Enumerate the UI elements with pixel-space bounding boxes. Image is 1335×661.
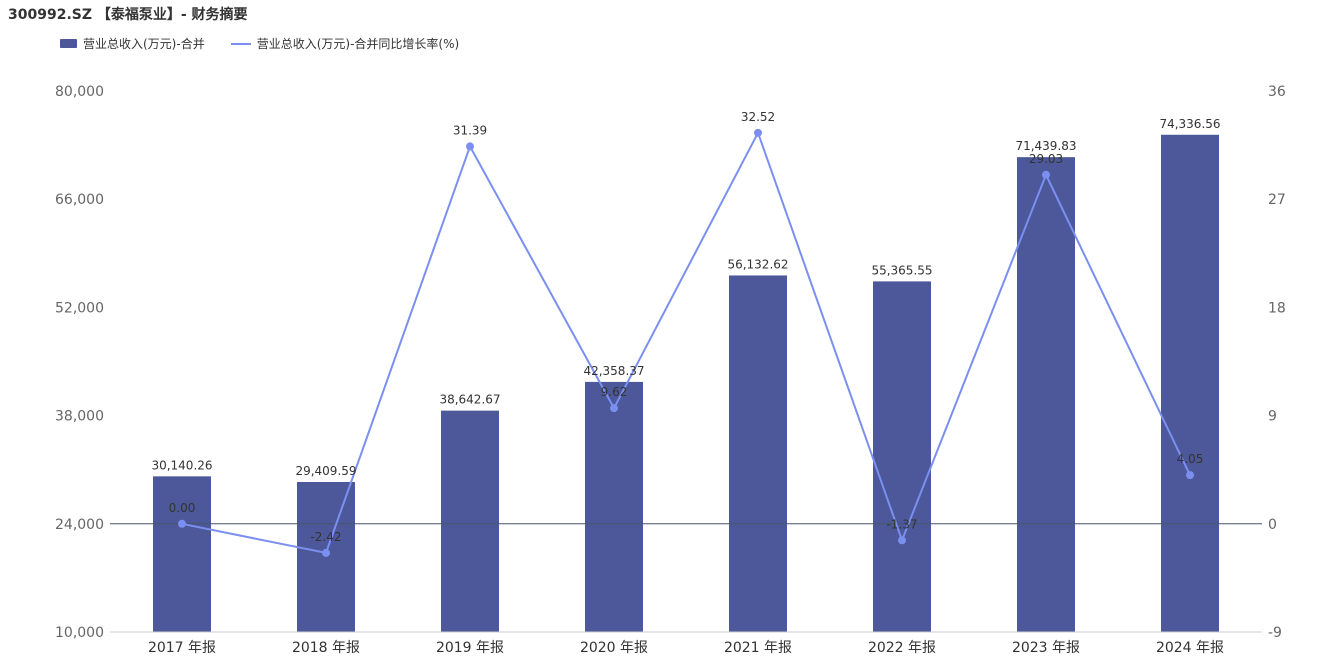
chart-title: 300992.SZ 【泰福泵业】- 财务摘要 — [8, 7, 248, 23]
y-left-tick-label: 10,000 — [55, 625, 104, 641]
x-tick-label: 2018 年报 — [292, 640, 360, 656]
growth-point — [754, 128, 762, 137]
bar — [873, 281, 931, 632]
growth-value-label: 29.03 — [1029, 152, 1063, 166]
x-tick-label: 2017 年报 — [148, 640, 216, 656]
growth-point — [1186, 471, 1194, 480]
y-right-tick-label: 9 — [1268, 409, 1277, 425]
growth-point — [178, 519, 186, 528]
growth-value-label: 0.00 — [169, 501, 196, 515]
growth-value-label: 31.39 — [453, 123, 487, 137]
x-tick-label: 2020 年报 — [580, 640, 648, 656]
bar-value-label: 56,132.62 — [727, 257, 788, 271]
y-left-tick-label: 80,000 — [55, 84, 104, 100]
x-tick-label: 2019 年报 — [436, 640, 504, 656]
y-right-tick-label: 0 — [1268, 517, 1277, 533]
growth-value-label: -2.42 — [310, 530, 341, 544]
y-left-tick-label: 52,000 — [55, 300, 104, 316]
y-right-tick-label: 27 — [1268, 192, 1286, 208]
bar-value-label: 38,642.67 — [439, 393, 500, 407]
y-right-tick-label: 18 — [1268, 300, 1286, 316]
legend-item-revenue[interactable]: 营业总收入(万元)-合并 — [60, 35, 205, 52]
bar — [585, 381, 643, 632]
growth-point — [898, 536, 906, 545]
y-left-tick-label: 24,000 — [55, 517, 104, 533]
bar-value-label: 42,358.37 — [583, 364, 644, 378]
x-tick-label: 2021 年报 — [724, 640, 792, 656]
legend-label-revenue: 营业总收入(万元)-合并 — [83, 37, 205, 51]
x-tick-label: 2023 年报 — [1012, 640, 1080, 656]
bar-value-label: 74,336.56 — [1159, 117, 1220, 131]
legend-item-growth[interactable]: 营业总收入(万元)-合并同比增长率(%) — [230, 35, 460, 52]
bar — [729, 275, 787, 632]
growth-point — [1042, 170, 1050, 179]
growth-value-label: 4.05 — [1177, 452, 1204, 466]
bar-value-label: 30,140.26 — [151, 458, 212, 472]
bar — [1017, 157, 1075, 632]
x-tick-label: 2024 年报 — [1156, 640, 1224, 656]
legend: 营业总收入(万元)-合并 营业总收入(万元)-合并同比增长率(%) — [60, 35, 485, 52]
growth-value-label: 9.62 — [601, 385, 628, 399]
bar-value-label: 71,439.83 — [1015, 139, 1076, 153]
bar-value-label: 29,409.59 — [295, 464, 356, 478]
growth-value-label: 32.52 — [741, 110, 775, 124]
growth-value-label: -1.37 — [886, 517, 917, 531]
bar — [1161, 134, 1219, 632]
bar — [153, 476, 211, 632]
growth-point — [466, 142, 474, 151]
growth-point — [610, 404, 618, 413]
y-left-tick-label: 38,000 — [55, 409, 104, 425]
legend-label-growth: 营业总收入(万元)-合并同比增长率(%) — [256, 37, 460, 51]
bar — [441, 410, 499, 632]
legend-swatch-line — [230, 42, 251, 45]
growth-line — [181, 130, 1191, 555]
y-right-tick-label: -9 — [1268, 625, 1282, 641]
y-right-tick-label: 36 — [1268, 84, 1286, 100]
legend-swatch-bar — [60, 39, 77, 48]
y-left-tick-label: 66,000 — [55, 192, 104, 208]
bar-value-label: 55,365.55 — [871, 263, 932, 277]
growth-point — [322, 548, 330, 557]
bar — [297, 481, 355, 632]
x-tick-label: 2022 年报 — [868, 640, 936, 656]
